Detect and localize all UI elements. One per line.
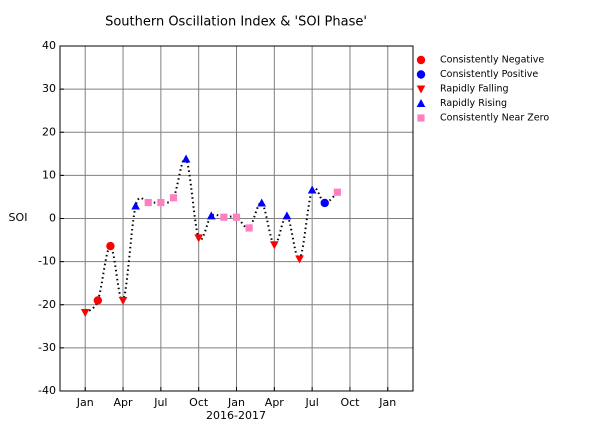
point (106, 241, 115, 251)
x-tick-label: Jan (227, 396, 245, 409)
legend-label: Consistently Negative (440, 55, 544, 66)
point (118, 296, 128, 305)
point (282, 211, 292, 220)
legend-label: Consistently Positive (440, 69, 538, 80)
x-axis-label: 2016-2017 (206, 409, 266, 422)
y-tick-label: 10 (42, 168, 56, 181)
x-tick-label: Jul (153, 396, 167, 409)
chart-title: Southern Oscillation Index & 'SOI Phase' (105, 15, 367, 30)
y-tick-label: 20 (42, 125, 56, 138)
x-tick-label: Oct (189, 396, 209, 409)
point (295, 255, 304, 264)
point (144, 198, 152, 207)
y-tick-label: -30 (38, 341, 56, 354)
legend-label: Consistently Near Zero (440, 113, 549, 124)
y-tick-label: -20 (38, 298, 56, 311)
point (257, 198, 267, 207)
legend: Consistently Negative Consistently Positi… (416, 55, 549, 124)
y-tick-label: 30 (42, 82, 56, 95)
legend-label: Rapidly Falling (440, 84, 509, 95)
x-tick-label: Jan (76, 396, 94, 409)
x-tick-label: Apr (114, 396, 134, 409)
x-tick-label: Jul (305, 396, 319, 409)
point (169, 194, 178, 202)
x-tick-label: Jan (378, 396, 396, 409)
point (131, 201, 140, 210)
x-tick-label: Apr (265, 396, 285, 409)
point (181, 154, 191, 163)
point (157, 198, 165, 207)
point (80, 309, 90, 318)
legend-marker (417, 114, 425, 122)
point (93, 296, 103, 305)
x-tick-label: Oct (340, 396, 360, 409)
y-tick-label: -40 (38, 384, 56, 397)
point (232, 213, 241, 221)
point (245, 224, 253, 232)
legend-marker (416, 55, 426, 65)
y-tick-label: 40 (42, 39, 56, 52)
legend-marker (416, 99, 426, 107)
point (270, 241, 279, 250)
y-axis-label: SOI (9, 211, 28, 224)
point (206, 211, 216, 220)
legend-marker (416, 70, 426, 79)
point (220, 213, 228, 221)
y-tick-label: -10 (38, 255, 56, 268)
legend-marker (416, 85, 426, 94)
point (307, 185, 317, 194)
legend-label: Rapidly Rising (440, 98, 507, 109)
y-tick-label: 0 (49, 212, 56, 225)
point (320, 198, 329, 208)
point (194, 234, 203, 243)
point (333, 188, 341, 196)
